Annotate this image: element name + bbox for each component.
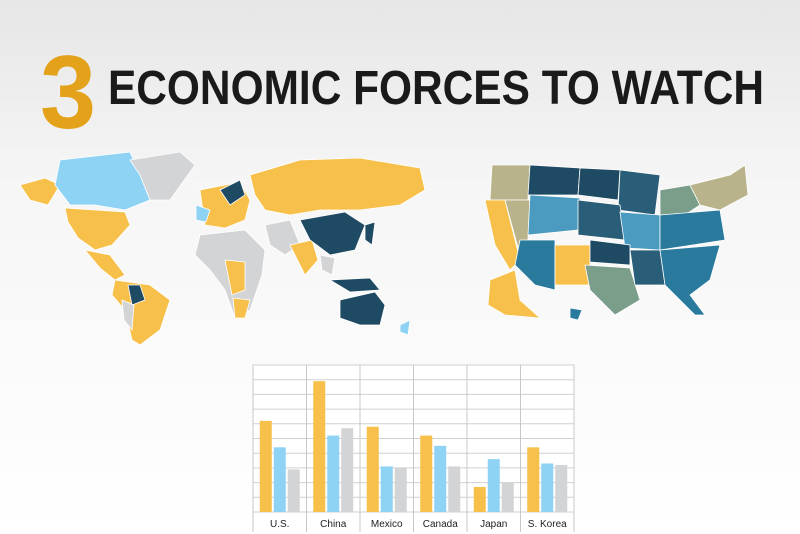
bar	[434, 445, 447, 512]
bar	[380, 466, 393, 512]
bar	[341, 428, 354, 512]
bar	[327, 435, 340, 512]
bar	[394, 467, 407, 512]
bar	[420, 435, 433, 512]
bar	[259, 420, 272, 512]
bar	[527, 447, 540, 512]
bar	[555, 464, 568, 512]
bar	[487, 459, 500, 512]
header-number: 3	[40, 35, 96, 151]
x-tick-label: S. Korea	[528, 519, 567, 530]
x-tick-label: U.S.	[270, 519, 289, 530]
world-map	[19, 151, 426, 346]
bar	[473, 487, 486, 512]
bar	[313, 381, 326, 512]
bar	[366, 426, 379, 512]
x-tick-label: Japan	[480, 519, 507, 530]
bar	[541, 463, 554, 512]
x-tick-label: Mexico	[371, 519, 403, 530]
bar	[448, 466, 461, 512]
header-title: ECONOMIC FORCES TO WATCH	[108, 62, 764, 115]
x-tick-label: China	[320, 519, 347, 530]
bar	[501, 482, 514, 512]
bar	[273, 447, 286, 512]
us-map	[484, 164, 749, 321]
x-tick-label: Canada	[423, 519, 458, 530]
bar	[287, 469, 300, 512]
